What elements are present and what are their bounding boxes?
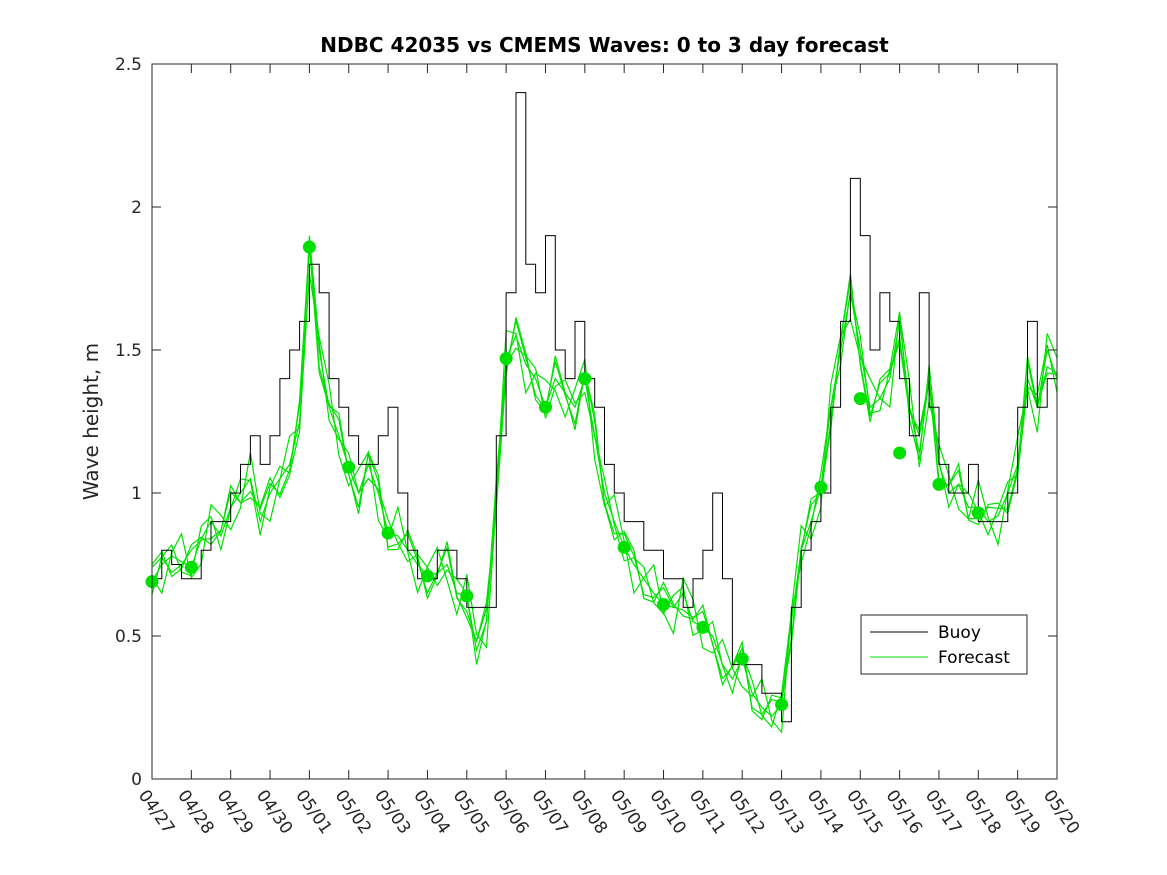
y-tick-label: 2.5	[115, 55, 142, 75]
forecast-marker	[617, 540, 631, 554]
forecast-line	[151, 235, 1058, 729]
x-tick-label: 05/02	[331, 786, 375, 838]
forecast-marker	[657, 598, 671, 612]
forecast-marker	[735, 652, 749, 666]
x-tick-label: 05/03	[370, 786, 414, 838]
x-tick-label: 05/12	[724, 786, 768, 838]
x-tick-label: 05/11	[685, 786, 729, 838]
forecast-marker	[893, 446, 907, 460]
x-tick-label: 05/15	[842, 786, 886, 838]
x-tick-label: 05/20	[1039, 786, 1083, 838]
x-tick-label: 05/13	[763, 786, 807, 838]
forecast-marker	[775, 698, 789, 712]
forecast-marker	[184, 560, 198, 574]
forecast-marker	[381, 526, 395, 540]
forecast-marker	[302, 240, 316, 254]
x-tick-label: 04/27	[134, 786, 178, 838]
x-tick-label: 05/19	[1000, 786, 1044, 838]
x-tick-label: 05/17	[921, 786, 965, 838]
legend: Buoy Forecast	[860, 614, 1028, 675]
legend-box	[860, 614, 1028, 675]
x-tick-label: 04/29	[213, 786, 257, 838]
forecast-marker	[696, 620, 710, 634]
forecast-line	[151, 242, 1058, 721]
x-tick-label: 04/28	[173, 786, 217, 838]
y-tick-label: 1.5	[115, 341, 142, 361]
y-axis-label: Wave height, m	[79, 343, 103, 500]
chart-title: NDBC 42035 vs CMEMS Waves: 0 to 3 day fo…	[320, 33, 889, 57]
y-tick-label: 1	[131, 484, 142, 504]
x-tick-label: 05/07	[527, 786, 571, 838]
forecast-marker	[499, 352, 513, 366]
forecast-marker	[342, 460, 356, 474]
x-tick-label: 04/30	[252, 786, 296, 838]
y-tick-label: 0	[131, 770, 142, 790]
forecast-marker	[460, 589, 474, 603]
x-tick-label: 05/16	[882, 786, 926, 838]
x-tick-label: 05/10	[645, 786, 689, 838]
buoy-line	[152, 92, 1057, 723]
forecast-marker	[971, 506, 985, 520]
forecast-marker	[814, 480, 828, 494]
legend-buoy-label: Buoy	[938, 623, 981, 643]
x-tick-label: 05/08	[567, 786, 611, 838]
legend-forecast-label: Forecast	[938, 648, 1010, 668]
y-tick-label: 0.5	[115, 627, 142, 647]
forecast-marker	[578, 372, 592, 386]
plot-area	[145, 92, 1058, 734]
x-tick-label: 05/05	[449, 786, 493, 838]
x-tick-label: 05/14	[803, 786, 847, 838]
x-tick-label: 05/01	[291, 786, 335, 838]
axes-box	[151, 63, 1058, 780]
forecast-marker	[853, 392, 867, 406]
x-tick-label: 05/18	[960, 786, 1004, 838]
x-tick-label: 05/09	[606, 786, 650, 838]
y-tick-label: 2	[131, 198, 142, 218]
forecast-marker	[538, 400, 552, 414]
forecast-marker	[420, 569, 434, 583]
forecast-marker	[932, 477, 946, 491]
x-tick-label: 05/04	[409, 786, 453, 838]
x-tick-label: 05/06	[488, 786, 532, 838]
